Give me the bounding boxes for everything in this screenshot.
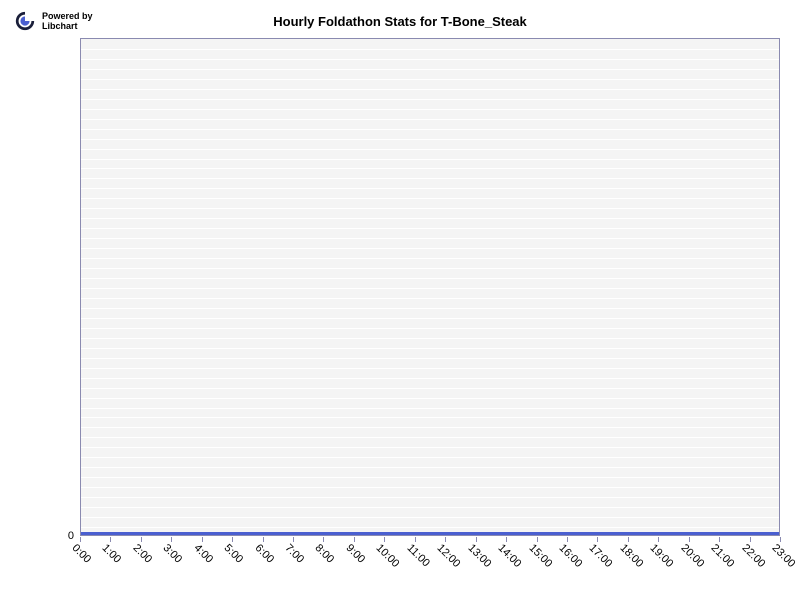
x-tick-label: 3:00 bbox=[161, 542, 185, 566]
chart-title: Hourly Foldathon Stats for T-Bone_Steak bbox=[273, 14, 527, 29]
x-tick-label: 5:00 bbox=[222, 542, 246, 566]
x-tick-label: 17:00 bbox=[587, 542, 615, 570]
x-tick-label: 20:00 bbox=[678, 542, 706, 570]
chart-plot-area bbox=[80, 38, 780, 536]
x-tick-label: 12:00 bbox=[435, 542, 463, 570]
x-tick-label: 7:00 bbox=[283, 542, 307, 566]
x-tick-label: 18:00 bbox=[617, 542, 645, 570]
x-tick-label: 0:00 bbox=[70, 542, 94, 566]
x-tick-label: 21:00 bbox=[709, 542, 737, 570]
x-tick-label: 19:00 bbox=[648, 542, 676, 570]
x-tick-label: 10:00 bbox=[374, 542, 402, 570]
x-axis-labels: 0:001:002:003:004:005:006:007:008:009:00… bbox=[80, 542, 780, 602]
x-tick-label: 1:00 bbox=[100, 542, 124, 566]
x-tick-label: 23:00 bbox=[770, 542, 798, 570]
x-tick-label: 15:00 bbox=[526, 542, 554, 570]
chart-series-line bbox=[81, 532, 779, 535]
x-tick-label: 6:00 bbox=[252, 542, 276, 566]
x-tick-label: 9:00 bbox=[343, 542, 367, 566]
chart-gridlines bbox=[81, 39, 779, 535]
branding-block: Powered by Libchart bbox=[14, 10, 93, 32]
libchart-logo-icon bbox=[14, 10, 36, 32]
y-axis-labels: 0 bbox=[0, 38, 74, 536]
x-tick-label: 14:00 bbox=[496, 542, 524, 570]
x-tick-label: 8:00 bbox=[313, 542, 337, 566]
x-tick-label: 2:00 bbox=[130, 542, 154, 566]
powered-by-line1: Powered by bbox=[42, 11, 93, 21]
powered-by-label: Powered by Libchart bbox=[42, 11, 93, 32]
x-tick-label: 4:00 bbox=[191, 542, 215, 566]
y-tick-label: 0 bbox=[68, 530, 74, 542]
powered-by-line2: Libchart bbox=[42, 21, 93, 31]
x-tick-label: 13:00 bbox=[465, 542, 493, 570]
x-tick-label: 22:00 bbox=[739, 542, 767, 570]
x-tick-label: 16:00 bbox=[556, 542, 584, 570]
x-tick-label: 11:00 bbox=[404, 542, 431, 569]
